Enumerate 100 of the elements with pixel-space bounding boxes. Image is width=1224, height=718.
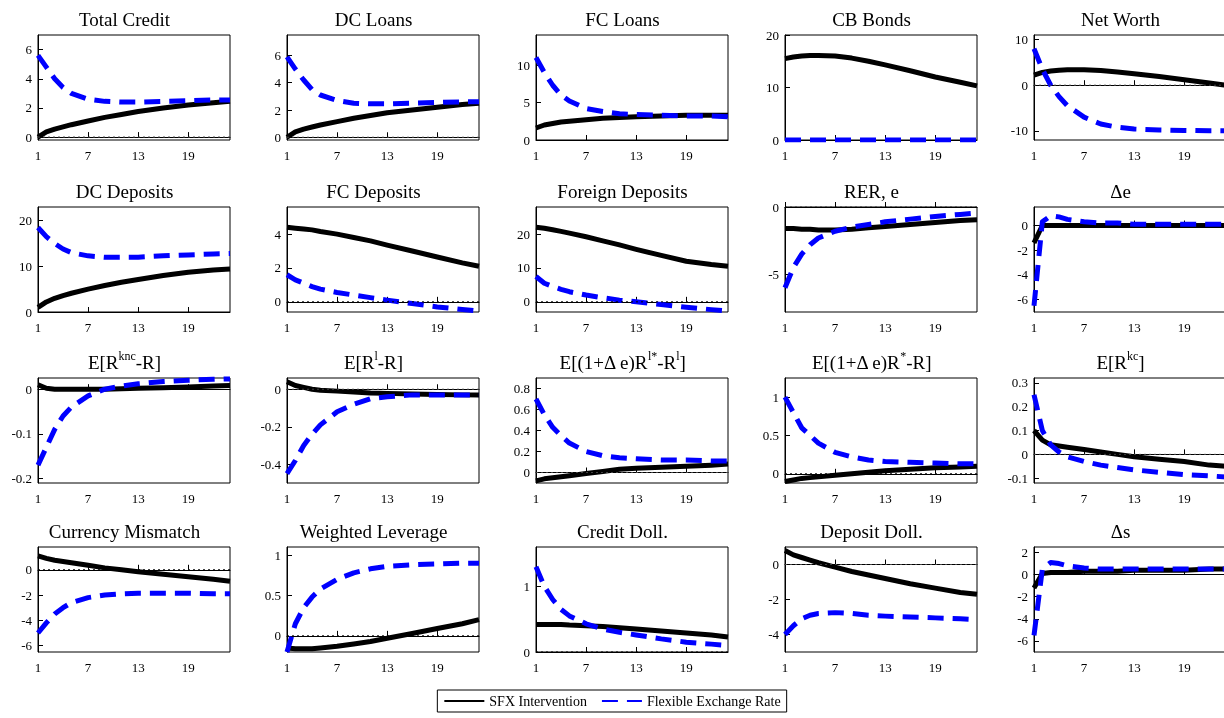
y-tick-label: 0: [772, 199, 779, 215]
y-tick-label: -2: [21, 587, 32, 603]
y-tick-label: 0: [25, 381, 32, 397]
y-tick-label: 1: [523, 578, 530, 594]
x-tick-label: 13: [131, 491, 145, 506]
x-tick-label: 13: [131, 320, 145, 335]
x-tick-label: 19: [1177, 148, 1191, 163]
x-tick-label: 13: [878, 660, 892, 675]
y-tick-label: 0: [523, 644, 530, 660]
y-tick-label: 4: [274, 226, 282, 242]
y-tick-label: 20: [766, 27, 779, 43]
legend-label: Flexible Exchange Rate: [646, 693, 781, 709]
x-tick-label: 19: [928, 491, 942, 506]
y-tick-label: -6: [21, 638, 33, 654]
x-tick-label: 13: [629, 320, 643, 335]
y-tick-label: 0: [274, 628, 281, 644]
y-tick-label: 20: [19, 213, 32, 229]
x-tick-label: 19: [430, 491, 444, 506]
y-tick-label: 0: [274, 294, 281, 310]
x-tick-label: 7: [333, 491, 341, 506]
y-tick-label: -0.4: [260, 456, 282, 472]
x-tick-label: 13: [380, 491, 394, 506]
x-tick-label: 19: [181, 660, 195, 675]
legend-label: SFX Intervention: [489, 693, 587, 709]
x-tick-label: 7: [582, 491, 590, 506]
y-tick-label: 0: [1021, 77, 1028, 93]
y-tick-label: 0.4: [513, 423, 531, 438]
x-tick-label: 7: [84, 660, 92, 675]
x-tick-label: 13: [380, 320, 394, 335]
y-tick-label: 0: [523, 465, 530, 480]
y-tick-label: 10: [19, 258, 32, 274]
chart-title: Weighted Leverage: [299, 521, 448, 542]
chart-title: Currency Mismatch: [48, 521, 201, 542]
chart-title: Deposit Doll.: [820, 521, 923, 542]
y-tick-label: 10: [517, 57, 530, 73]
x-tick-label: 13: [131, 148, 145, 163]
y-tick-label: 10: [766, 80, 779, 95]
x-tick-label: 13: [878, 148, 892, 163]
y-tick-label: -0.2: [260, 419, 281, 435]
y-tick-label: 0: [274, 381, 281, 397]
y-tick-label: -0.1: [11, 426, 32, 442]
x-tick-label: 7: [582, 660, 590, 675]
y-tick-label: 0: [25, 304, 32, 320]
chart-title: DC Deposits: [75, 181, 174, 202]
x-tick-label: 13: [380, 660, 394, 675]
x-tick-label: 7: [831, 148, 839, 163]
y-tick-label: 4: [274, 75, 282, 91]
y-tick-label: -2: [1017, 242, 1028, 258]
chart-title: FC Deposits: [326, 181, 421, 202]
chart-title: RER, e: [844, 181, 899, 202]
x-tick-label: 19: [928, 320, 942, 335]
y-tick-label: 6: [25, 42, 33, 58]
x-tick-label: 13: [1127, 320, 1141, 335]
x-tick-label: 19: [928, 148, 942, 163]
y-tick-label: -6: [1017, 633, 1029, 649]
x-tick-label: 13: [1127, 491, 1141, 506]
chart-title: Foreign Deposits: [557, 181, 688, 202]
y-tick-label: -2: [768, 592, 779, 607]
x-tick-label: 7: [84, 148, 92, 163]
x-tick-label: 13: [878, 320, 892, 335]
y-tick-label: 0.5: [762, 427, 779, 443]
x-tick-label: 7: [582, 148, 590, 163]
x-tick-label: 7: [831, 320, 839, 335]
y-tick-label: -4: [21, 612, 33, 628]
x-tick-label: 13: [1127, 148, 1141, 163]
y-tick-label: 0: [772, 557, 779, 572]
y-tick-label: 20: [517, 226, 530, 242]
y-tick-label: -4: [768, 627, 780, 642]
x-tick-label: 19: [430, 320, 444, 335]
y-tick-label: 0: [523, 294, 530, 310]
y-tick-label: 0.8: [513, 381, 530, 396]
x-tick-label: 13: [629, 148, 643, 163]
x-tick-label: 19: [1177, 320, 1191, 335]
y-tick-label: 0.5: [264, 587, 281, 603]
y-tick-label: -5: [768, 266, 779, 282]
y-tick-label: 2: [274, 260, 281, 276]
x-tick-label: 19: [430, 660, 444, 675]
y-tick-label: -2: [1017, 589, 1028, 605]
x-tick-label: 7: [333, 148, 341, 163]
x-tick-label: 13: [629, 491, 643, 506]
chart-title: Total Credit: [78, 9, 171, 30]
y-tick-label: 0.6: [513, 402, 531, 417]
x-tick-label: 13: [131, 660, 145, 675]
x-tick-label: 7: [831, 660, 839, 675]
x-tick-label: 19: [1177, 491, 1191, 506]
y-tick-label: -4: [1017, 611, 1029, 627]
y-tick-label: 0: [772, 466, 779, 482]
x-tick-label: 19: [679, 320, 693, 335]
y-tick-label: 0.3: [1011, 375, 1028, 391]
y-tick-label: 0: [1021, 567, 1028, 583]
y-tick-label: 0: [25, 562, 32, 578]
x-tick-label: 19: [1177, 660, 1191, 675]
y-tick-label: 0.2: [513, 444, 530, 459]
chart-title: CB Bonds: [832, 9, 911, 30]
chart-title: E[(1+Δ e)R*-R]: [811, 349, 932, 374]
y-tick-label: 1: [274, 547, 281, 563]
y-tick-label: -4: [1017, 267, 1029, 283]
x-tick-label: 7: [831, 491, 839, 506]
x-tick-label: 7: [1080, 491, 1088, 506]
x-tick-label: 13: [878, 491, 892, 506]
